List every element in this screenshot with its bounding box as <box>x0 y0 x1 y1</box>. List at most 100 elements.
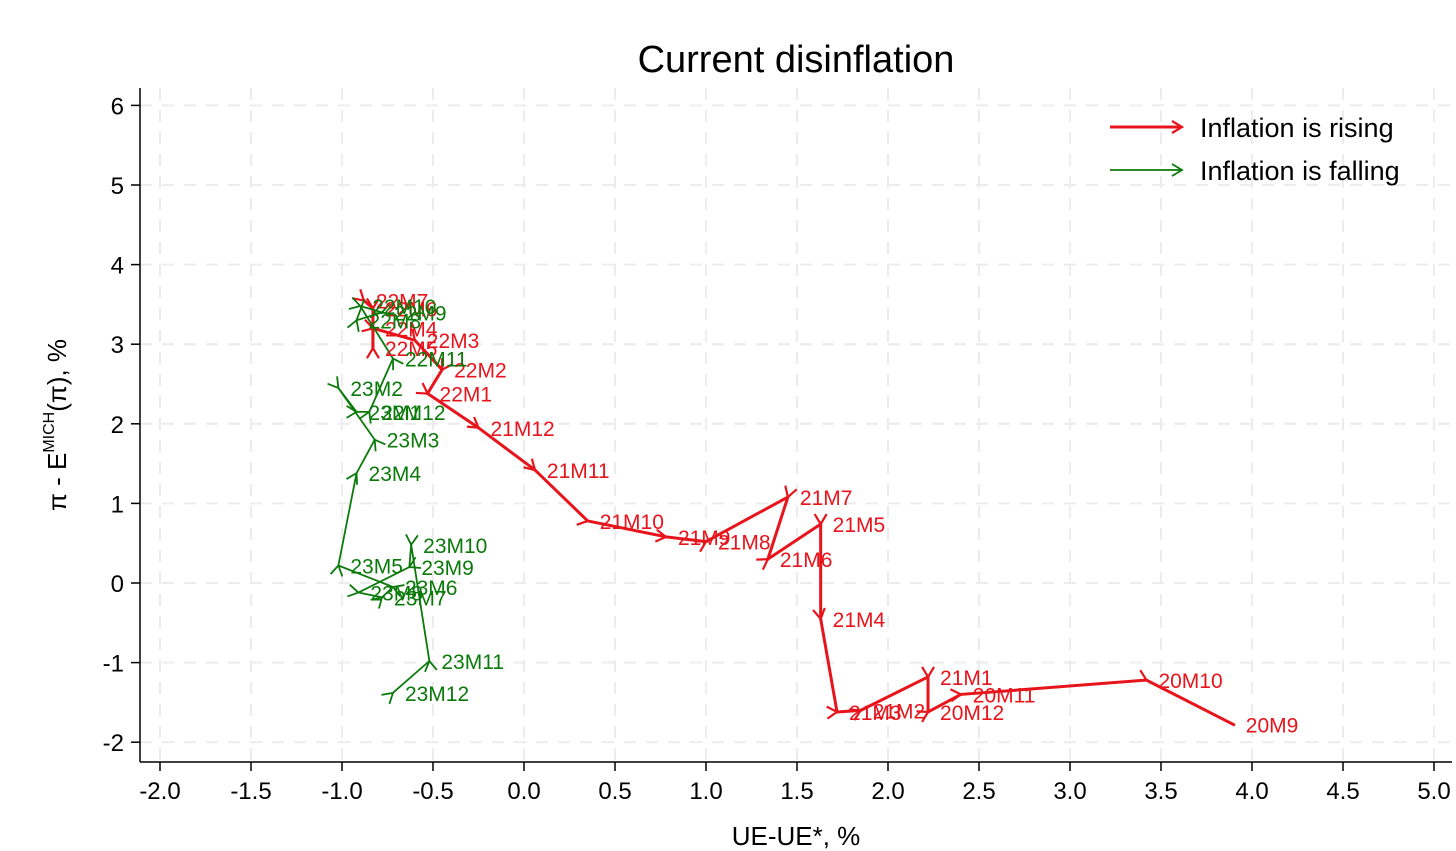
y-tick-label: 1 <box>111 491 124 518</box>
y-tick-label: 4 <box>111 253 124 280</box>
arrow-21M4 <box>821 619 839 714</box>
legend-rising-label: Inflation is rising <box>1200 113 1394 143</box>
point-label-22M7: 22M7 <box>376 290 429 313</box>
point-label-21M7: 21M7 <box>800 487 853 510</box>
point-label-21M8: 21M8 <box>718 532 771 555</box>
arrow-22M3 <box>415 340 444 372</box>
legend-falling-label: Inflation is falling <box>1200 156 1400 186</box>
trajectory-arrows <box>327 296 1236 727</box>
x-tick-label: -0.5 <box>412 778 453 805</box>
x-tick-label: -1.0 <box>321 778 362 805</box>
arrow-23M5 <box>329 472 358 577</box>
arrow-22M9 <box>355 303 394 322</box>
y-tick-label: 3 <box>111 332 124 359</box>
point-label-22M4: 22M4 <box>385 318 438 341</box>
point-label-22M8: 22M8 <box>369 310 422 333</box>
point-label-21M10: 21M10 <box>600 511 664 534</box>
x-tick-label: -1.5 <box>230 778 271 805</box>
arrow-21M7 <box>766 497 788 561</box>
arrow-20M12 <box>928 692 963 712</box>
x-tick-label: 4.5 <box>1326 778 1359 805</box>
x-tick-label: 2.5 <box>962 778 995 805</box>
point-label-21M12: 21M12 <box>491 418 555 441</box>
y-tick-label: 0 <box>111 571 124 598</box>
x-tick-label: 1.5 <box>780 778 813 805</box>
point-label-20M10: 20M10 <box>1158 670 1222 693</box>
x-tick-label: 2.0 <box>871 778 904 805</box>
arrow-23M6 <box>337 564 405 597</box>
arrow-21M6 <box>768 522 823 559</box>
x-tick-label: 4.0 <box>1235 778 1268 805</box>
arrow-20M11 <box>961 678 1148 694</box>
point-label-22M12: 22M12 <box>381 402 445 425</box>
point-label-22M9: 22M9 <box>394 302 447 325</box>
x-tick-label: 1.0 <box>689 778 722 805</box>
y-axis-title: π - EMICH(π), % <box>41 339 72 511</box>
arrow-23M11 <box>410 543 438 673</box>
point-label-21M6: 21M6 <box>780 549 833 572</box>
arrow-23M9 <box>357 556 422 594</box>
point-label-23M12: 23M12 <box>405 683 469 706</box>
y-tick-label: 5 <box>111 173 124 200</box>
grid <box>140 88 1452 762</box>
y-tick-label: 6 <box>111 93 124 120</box>
arrow-20M10 <box>1146 680 1236 727</box>
point-label-23M10: 23M10 <box>423 535 487 558</box>
point-label-23M7: 23M7 <box>394 587 447 610</box>
point-label-23M11: 23M11 <box>441 651 504 674</box>
point-label-23M5: 23M5 <box>350 555 403 578</box>
point-label-21M11: 21M11 <box>547 460 610 483</box>
point-label-21M5: 21M5 <box>833 514 886 537</box>
point-label-23M6: 23M6 <box>405 577 458 600</box>
point-label-21M4: 21M4 <box>833 609 886 632</box>
arrow-22M11 <box>359 305 404 371</box>
point-label-22M1: 22M1 <box>440 384 493 407</box>
point-label-21M1: 21M1 <box>940 667 993 690</box>
arrow-21M10 <box>588 521 668 539</box>
arrow-22M2 <box>426 370 443 396</box>
arrow-22M4 <box>373 328 417 342</box>
arrow-21M8 <box>706 495 790 542</box>
point-label-21M9: 21M9 <box>678 527 731 550</box>
y-tick-label: 2 <box>111 412 124 439</box>
point-label-22M5: 22M5 <box>385 338 438 361</box>
arrow-22M12 <box>359 357 394 424</box>
point-label-22M6: 22M6 <box>385 298 438 321</box>
y-tick-label: -2 <box>103 730 124 757</box>
point-label-23M8: 23M8 <box>370 583 423 606</box>
arrow-21M2 <box>861 675 930 710</box>
point-label-20M12: 20M12 <box>940 702 1004 725</box>
arrow-21M9 <box>666 537 708 544</box>
x-axis-ticks: -2.0 -1.5 -1.0 -0.5 0.0 0.5 1.0 1.5 2.0 2.5 3.0 3.5… <box>139 762 1451 805</box>
x-tick-label: 5.0 <box>1417 778 1450 805</box>
arrow-21M11 <box>535 470 590 523</box>
point-label-23M3: 23M3 <box>387 430 440 453</box>
x-tick-label: 3.5 <box>1144 778 1177 805</box>
arrow-23M12 <box>381 660 431 705</box>
point-label-23M2: 23M2 <box>350 378 403 401</box>
y-tick-label: -1 <box>103 651 124 678</box>
y-axis-ticks: -2 -1 0 1 2 3 4 5 6 <box>103 93 140 757</box>
arrow-23M4 <box>346 438 376 485</box>
point-label-21M2: 21M2 <box>873 700 926 723</box>
point-label-20M9: 20M9 <box>1246 715 1299 738</box>
x-axis-title: UE-UE*, % <box>732 821 861 851</box>
point-label-23M9: 23M9 <box>421 557 474 580</box>
point-label-23M4: 23M4 <box>369 463 422 486</box>
x-tick-label: 0.0 <box>507 778 540 805</box>
arrow-22M10 <box>348 296 383 314</box>
point-label-23M1: 23M1 <box>369 402 422 425</box>
arrow-22M8 <box>346 299 365 332</box>
arrow-22M7 <box>364 300 375 310</box>
arrow-23M3 <box>337 387 386 452</box>
arrow-23M7 <box>370 586 394 609</box>
y-axis-title-main: π - E <box>42 453 72 511</box>
point-label-20M11: 20M11 <box>973 684 1036 707</box>
y-axis-title-suffix: (π), % <box>42 339 72 412</box>
x-tick-label: 3.0 <box>1053 778 1086 805</box>
point-label-21M3: 21M3 <box>849 702 902 725</box>
arrow-21M12 <box>479 428 537 472</box>
chart-title: Current disinflation <box>638 39 955 81</box>
